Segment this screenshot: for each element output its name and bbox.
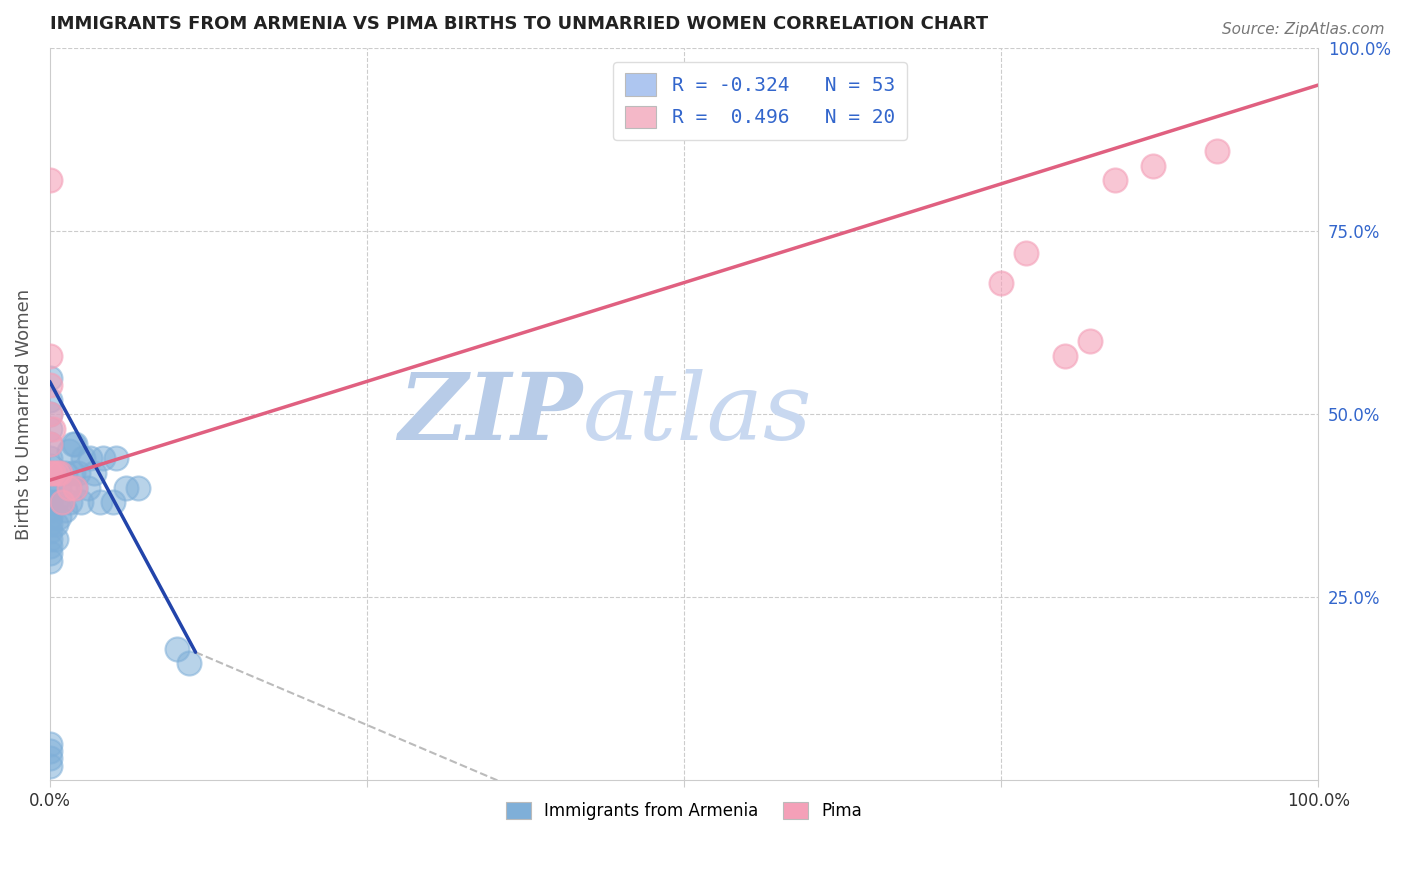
Y-axis label: Births to Unmarried Women: Births to Unmarried Women xyxy=(15,289,32,540)
Point xyxy=(38,488,60,502)
Point xyxy=(38,481,60,495)
Text: Source: ZipAtlas.com: Source: ZipAtlas.com xyxy=(1222,22,1385,37)
Point xyxy=(101,495,124,509)
Point xyxy=(59,495,82,509)
Point xyxy=(66,466,89,480)
Point xyxy=(38,502,60,516)
Point xyxy=(53,466,76,480)
Point xyxy=(91,451,114,466)
Point xyxy=(48,509,70,524)
Point xyxy=(38,451,60,466)
Point xyxy=(38,546,60,560)
Point xyxy=(38,458,60,473)
Point xyxy=(49,466,72,480)
Point xyxy=(46,466,69,480)
Point xyxy=(38,737,60,751)
Point xyxy=(63,481,86,495)
Point xyxy=(38,758,60,772)
Point xyxy=(76,481,98,495)
Text: ZIP: ZIP xyxy=(398,369,582,459)
Point xyxy=(38,751,60,765)
Point xyxy=(38,509,60,524)
Point xyxy=(62,436,84,450)
Point xyxy=(58,481,80,495)
Point xyxy=(38,466,60,480)
Point xyxy=(38,408,60,422)
Text: IMMIGRANTS FROM ARMENIA VS PIMA BIRTHS TO UNMARRIED WOMEN CORRELATION CHART: IMMIGRANTS FROM ARMENIA VS PIMA BIRTHS T… xyxy=(49,15,988,33)
Point xyxy=(38,392,60,407)
Point xyxy=(53,502,76,516)
Point xyxy=(83,466,105,480)
Point xyxy=(79,451,101,466)
Point xyxy=(70,495,93,509)
Point xyxy=(38,539,60,553)
Legend: Immigrants from Armenia, Pima: Immigrants from Armenia, Pima xyxy=(499,796,869,827)
Point xyxy=(45,495,67,509)
Point xyxy=(49,466,72,480)
Point xyxy=(63,436,86,450)
Point xyxy=(990,276,1012,290)
Point xyxy=(42,422,65,436)
Point xyxy=(179,657,201,671)
Point xyxy=(38,422,60,436)
Point xyxy=(45,517,67,532)
Point xyxy=(1053,349,1076,363)
Point xyxy=(38,517,60,532)
Point xyxy=(38,408,60,422)
Point xyxy=(38,371,60,385)
Point xyxy=(42,466,65,480)
Point xyxy=(1104,173,1126,187)
Point xyxy=(38,349,60,363)
Point xyxy=(45,532,67,546)
Point xyxy=(48,481,70,495)
Point xyxy=(38,495,60,509)
Point xyxy=(1078,334,1101,348)
Point xyxy=(89,495,111,509)
Point xyxy=(38,532,60,546)
Point xyxy=(38,436,60,450)
Text: atlas: atlas xyxy=(582,369,813,459)
Point xyxy=(1015,246,1038,260)
Point xyxy=(58,481,80,495)
Point xyxy=(38,744,60,758)
Point xyxy=(38,378,60,392)
Point xyxy=(62,466,84,480)
Point xyxy=(104,451,127,466)
Point xyxy=(114,481,136,495)
Point xyxy=(38,554,60,568)
Point xyxy=(38,466,60,480)
Point xyxy=(63,481,86,495)
Point xyxy=(38,173,60,187)
Point xyxy=(166,641,188,656)
Point xyxy=(1205,144,1227,158)
Point xyxy=(51,495,73,509)
Point xyxy=(51,495,73,509)
Point xyxy=(127,481,149,495)
Point xyxy=(38,436,60,450)
Point xyxy=(58,444,80,458)
Point xyxy=(72,451,94,466)
Point xyxy=(38,524,60,539)
Point xyxy=(1142,159,1164,173)
